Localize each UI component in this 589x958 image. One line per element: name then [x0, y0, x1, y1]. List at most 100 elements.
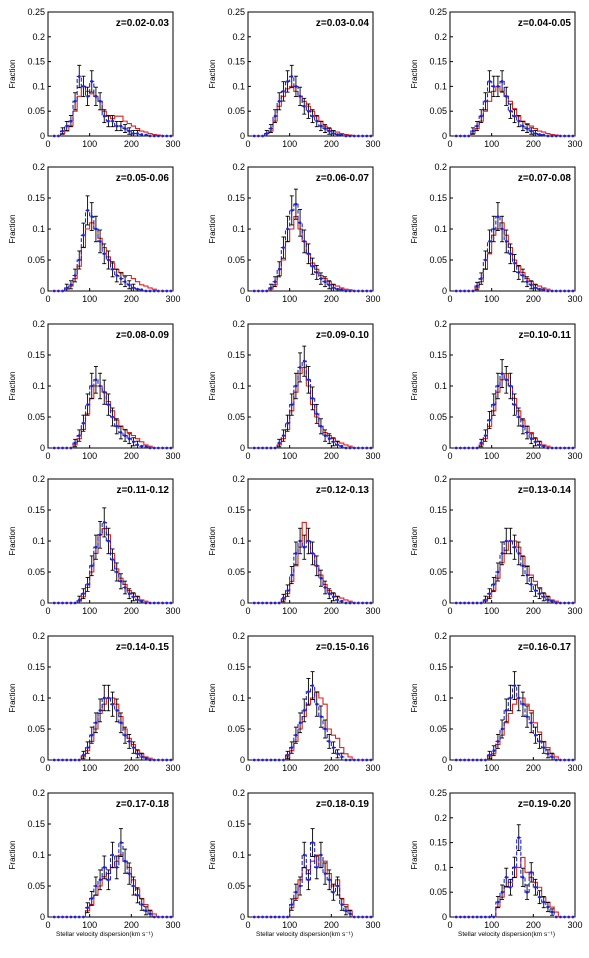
observed-point [471, 446, 475, 450]
observed-point [261, 915, 264, 919]
observed-point [554, 915, 558, 919]
y-tick-label: 0.05 [27, 567, 45, 577]
observed-point [86, 94, 89, 98]
plot-frame [47, 323, 174, 449]
observed-point [484, 99, 487, 103]
x-tick-label: 100 [282, 139, 297, 149]
observed-point [282, 915, 285, 919]
observed-point [86, 209, 89, 212]
panel-3: 0 0.05 0.1 0.15 0.2 0.25 0 100 200 300 Fraction z=0… [410, 7, 583, 149]
observed-point [90, 80, 94, 83]
observed-point [152, 915, 156, 919]
y-tick-label: 0.2 [232, 162, 245, 172]
y-tick-label: 0.2 [32, 32, 45, 42]
observed-point [336, 133, 339, 136]
observed-point [459, 758, 462, 762]
observed-point [252, 601, 256, 605]
observed-point [459, 446, 462, 450]
observed-point [111, 119, 114, 123]
observed-point [136, 443, 139, 447]
observed-point [261, 446, 264, 450]
y-tick-label: 0.1 [434, 536, 447, 546]
observed-point [311, 552, 314, 555]
observed-histogram [52, 379, 173, 449]
observed-point [136, 287, 139, 291]
observed-point [90, 897, 94, 900]
observed-point [86, 583, 89, 586]
y-tick-label: 0 [442, 598, 447, 608]
y-tick-label: 0.2 [32, 162, 45, 172]
observed-point [517, 552, 521, 555]
observed-point [77, 75, 81, 78]
observed-point [463, 446, 466, 450]
observed-point [340, 444, 344, 448]
observed-point [257, 446, 260, 450]
observed-point [546, 289, 550, 293]
panel-8: 0 0.05 0.1 0.15 0.2 0 100 200 300 Fraction z=0.09-… [208, 319, 381, 461]
observed-point [538, 592, 541, 596]
observed-point [479, 601, 483, 605]
y-tick-label: 0.1 [434, 81, 447, 91]
x-tick-label: 0 [245, 920, 250, 930]
x-tick-label: 0 [245, 451, 250, 461]
x-tick-label: 300 [365, 606, 380, 616]
observed-point [282, 246, 285, 250]
observed-point [538, 895, 541, 899]
observed-point [107, 539, 110, 543]
observed-point [315, 271, 319, 274]
y-tick-label: 0.1 [232, 81, 245, 91]
y-axis-label: Fraction [8, 684, 17, 713]
observed-point [119, 277, 123, 280]
y-axis-label: Fraction [410, 527, 419, 556]
observed-point [567, 758, 571, 762]
observed-point [273, 915, 277, 919]
observed-point [563, 758, 566, 762]
y-tick-label: 0.15 [429, 350, 447, 360]
y-tick-label: 0.25 [429, 788, 447, 798]
observed-point [504, 875, 508, 879]
y-tick-label: 0.05 [429, 724, 447, 734]
observed-point [319, 853, 323, 857]
observed-point [352, 915, 356, 919]
observed-point [261, 758, 264, 762]
observed-point [57, 915, 60, 919]
observed-point [521, 424, 525, 428]
observed-point [463, 758, 466, 762]
observed-point [542, 900, 546, 904]
observed-point [319, 424, 323, 428]
y-tick-label: 0.1 [32, 850, 45, 860]
observed-point [352, 758, 356, 762]
y-axis-label: Fraction [8, 372, 17, 401]
observed-point [123, 859, 127, 863]
observed-point [332, 440, 335, 444]
observed-point [123, 586, 127, 589]
x-tick-label: 200 [124, 139, 139, 149]
observed-point [157, 758, 160, 762]
observed-point [311, 397, 314, 400]
observed-point [521, 124, 525, 128]
observed-point [94, 94, 98, 98]
observed-point [479, 758, 483, 762]
observed-point [509, 252, 512, 256]
observed-point [90, 564, 94, 568]
panel-14: 0 0.05 0.1 0.15 0.2 0 100 200 300 Fraction z=0.15-… [208, 631, 381, 773]
observed-point [94, 545, 98, 549]
y-tick-label: 0.1 [434, 224, 447, 234]
observed-histogram [454, 216, 575, 292]
observed-point [365, 446, 369, 450]
x-tick-label: 0 [45, 920, 50, 930]
observed-point [136, 752, 139, 756]
observed-point [504, 240, 508, 243]
observed-point [132, 595, 135, 599]
observed-point [115, 424, 119, 428]
observed-point [82, 421, 85, 425]
observed-point [361, 446, 364, 450]
observed-point [90, 733, 94, 737]
observed-point [136, 598, 139, 602]
observed-point [509, 109, 512, 113]
observed-point [61, 446, 64, 450]
observed-point [107, 258, 110, 262]
observed-point [488, 915, 491, 919]
y-tick-label: 0.05 [429, 255, 447, 265]
y-tick-label: 0 [240, 912, 245, 922]
